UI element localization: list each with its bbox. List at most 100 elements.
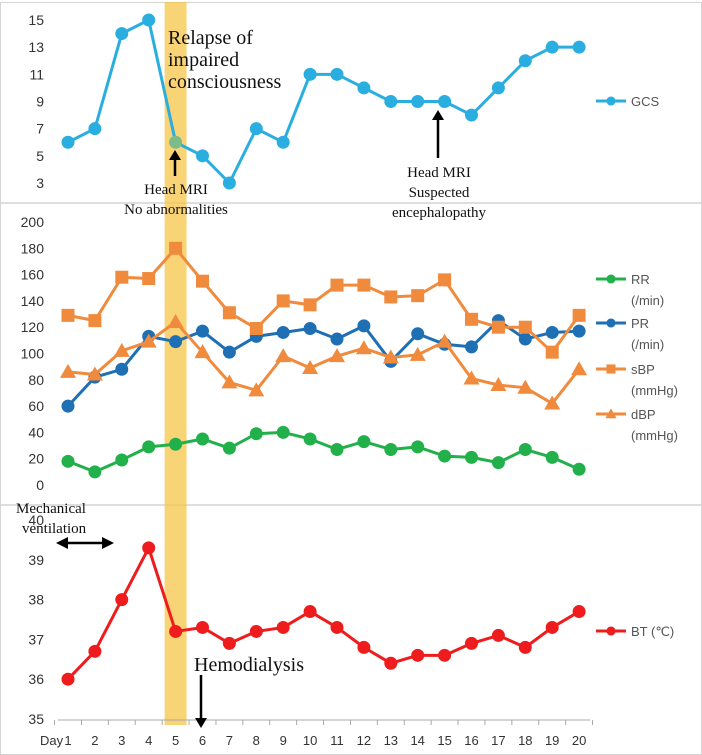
data-point — [303, 605, 317, 619]
hemodialysis-annotation: Hemodialysis — [194, 654, 304, 676]
data-point — [438, 95, 452, 108]
data-point — [606, 626, 616, 636]
data-point — [465, 312, 478, 326]
data-point — [249, 122, 263, 136]
data-point — [115, 593, 129, 607]
data-point — [88, 314, 102, 328]
arrow-head — [432, 110, 444, 120]
data-point — [545, 620, 559, 634]
data-point — [196, 432, 209, 446]
data-point — [222, 441, 236, 455]
data-point — [196, 149, 209, 163]
x-tick-label: 13 — [384, 733, 398, 748]
data-point — [518, 332, 532, 346]
data-point — [518, 320, 532, 334]
legend-label: PR — [631, 316, 649, 331]
plots — [60, 13, 588, 686]
data-point — [115, 27, 129, 41]
legend-unit: (mmHg) — [631, 428, 678, 443]
hemodialysis-arrow — [195, 675, 207, 728]
x-tick-label: 10 — [303, 733, 317, 748]
x-tick-label: 14 — [410, 733, 424, 748]
data-point — [330, 67, 344, 81]
data-point — [329, 348, 345, 363]
x-tick-label: 12 — [357, 733, 371, 748]
x-tick-label: 5 — [172, 733, 179, 748]
series-sbp — [61, 241, 586, 359]
legend-label: dBP — [631, 407, 656, 422]
mri2-annotation-line: Head MRI — [407, 165, 471, 181]
data-point — [115, 270, 129, 284]
y-tick-label: 11 — [29, 66, 44, 82]
mri2-annotation-line: encephalopathy — [392, 205, 487, 221]
data-point — [491, 628, 505, 642]
mri2-annotation-line: Suspected — [409, 185, 470, 201]
arrow-head — [56, 537, 68, 549]
data-point — [411, 289, 425, 303]
data-point — [276, 425, 290, 439]
data-point — [167, 313, 184, 328]
data-point — [61, 308, 75, 322]
data-point — [357, 278, 371, 292]
data-point — [88, 465, 102, 479]
legend-entry: PR (/min) — [596, 316, 664, 352]
axes: 3579111315020406080100120140160180200353… — [21, 12, 594, 748]
legends: GCS RR (/min) PR (/min) sBP (mmHg) dBP (mmHg) BT … — [596, 94, 678, 639]
data-point — [88, 122, 102, 136]
data-point — [61, 399, 75, 413]
data-point — [142, 13, 156, 27]
mri1-annotation-line: Head MRI — [144, 182, 208, 198]
data-point — [330, 278, 344, 292]
data-point — [545, 450, 559, 464]
data-point — [222, 636, 236, 650]
x-tick-label: 2 — [91, 733, 98, 748]
y-tick-label: 40 — [28, 424, 44, 440]
data-point — [384, 442, 398, 456]
data-point — [357, 319, 371, 333]
data-point — [303, 432, 317, 446]
x-tick-label: 16 — [464, 733, 478, 748]
y-tick-label: 7 — [36, 121, 44, 137]
data-point — [142, 541, 156, 555]
series-rr — [61, 425, 586, 479]
legend-label: GCS — [631, 94, 660, 109]
data-point — [606, 96, 616, 106]
data-point — [169, 437, 183, 451]
data-point — [196, 274, 209, 288]
x-tick-label: 17 — [491, 733, 505, 748]
data-point — [169, 135, 183, 149]
data-point — [545, 325, 559, 339]
data-point — [490, 377, 507, 392]
data-point — [518, 442, 532, 456]
data-point — [330, 442, 344, 456]
x-axis-label: Day — [40, 733, 64, 748]
relapse-annotation-line: consciousness — [168, 71, 282, 93]
data-point — [518, 640, 532, 654]
mri1-arrow — [169, 150, 181, 176]
highlight-band — [164, 2, 187, 725]
data-point — [169, 624, 183, 638]
data-point — [411, 95, 425, 108]
arrow-head — [102, 537, 114, 549]
y-tick-label: 13 — [28, 39, 44, 55]
data-point — [86, 366, 103, 381]
y-tick-label: 3 — [36, 175, 44, 191]
data-point — [88, 644, 102, 658]
x-tick-label: 6 — [199, 733, 206, 748]
mri2-arrow — [432, 110, 444, 158]
data-point — [196, 324, 209, 338]
data-point — [61, 135, 75, 149]
data-point — [248, 382, 265, 397]
data-point — [465, 636, 478, 650]
data-point — [544, 395, 561, 410]
data-point — [606, 274, 616, 284]
data-point — [276, 325, 290, 339]
series-line — [66, 546, 580, 681]
data-point — [572, 40, 586, 54]
x-tick-label: 1 — [64, 733, 71, 748]
y-tick-label: 5 — [36, 148, 44, 164]
data-point — [276, 135, 290, 149]
data-point — [196, 620, 209, 634]
legend-entry: dBP (mmHg) — [596, 407, 678, 443]
data-point — [411, 440, 425, 454]
